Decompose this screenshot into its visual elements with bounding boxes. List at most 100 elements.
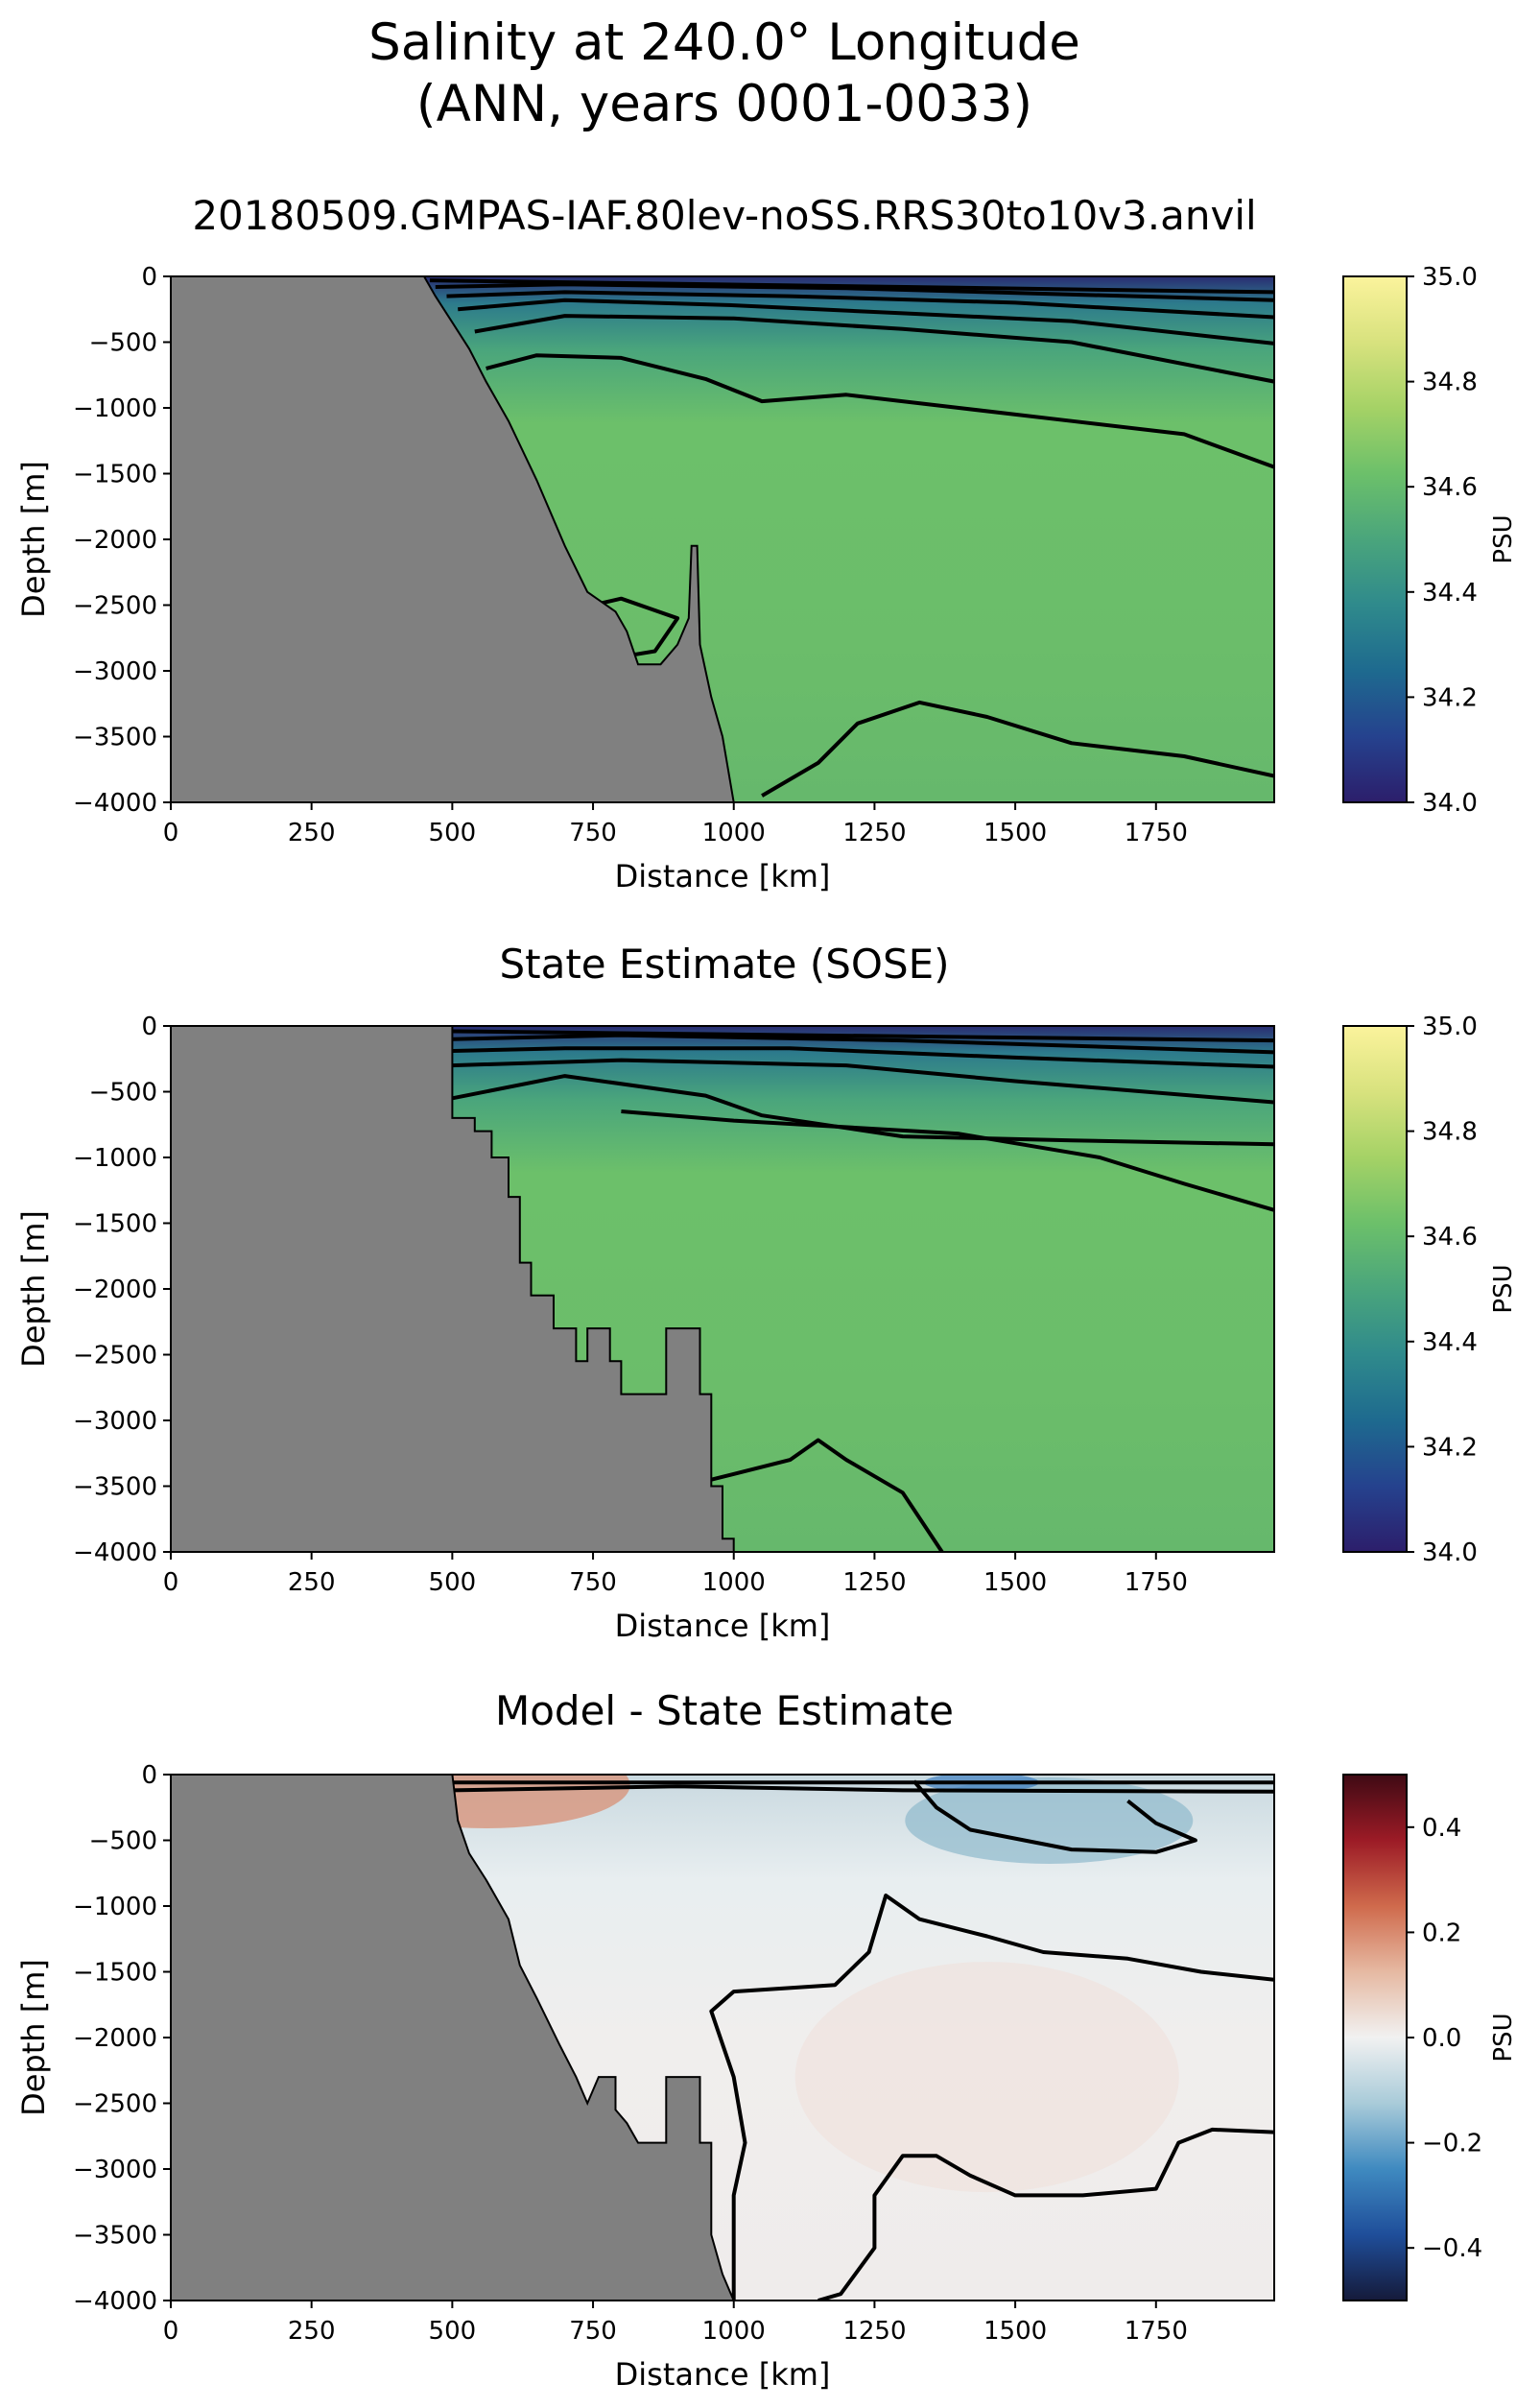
contour-line <box>452 1074 1274 1147</box>
bathymetry-land <box>171 1026 735 1552</box>
x-tick-label: 1000 <box>702 819 766 847</box>
panel-1-title: 20180509.GMPAS-IAF.80lev-noSS.RRS30to10v… <box>192 192 1257 239</box>
y-tick-label: −3000 <box>73 1407 157 1436</box>
contour-line <box>710 1438 944 1552</box>
y-tick-label: −500 <box>89 329 157 358</box>
x-tick-label: 0 <box>163 1568 179 1597</box>
x-tick-label: 500 <box>429 819 477 847</box>
x-tick-label: 1750 <box>1125 2317 1188 2346</box>
x-tick-label: 750 <box>569 2317 617 2346</box>
colorbar-tick-label: 34.2 <box>1422 1433 1478 1462</box>
y-tick-label: −2000 <box>73 1276 157 1304</box>
bathymetry-land <box>171 1775 735 2301</box>
y-tick-label: −500 <box>89 1079 157 1108</box>
y-tick-label: −3500 <box>73 2222 157 2251</box>
anomaly-patch <box>794 1962 1179 2193</box>
colorbar-label: PSU <box>1489 2013 1518 2062</box>
x-tick-label: 0 <box>163 2317 179 2346</box>
salinity-difference-panel: 0 250 500 750 1000 1250 1500 1750 0 −500 −1000 −150… <box>15 1761 1518 2393</box>
colorbar-tick-label: 0.2 <box>1422 1919 1461 1947</box>
x-tick-label: 1500 <box>983 1568 1047 1597</box>
y-tick-label: −3000 <box>73 657 157 686</box>
x-tick-label: 500 <box>429 2317 477 2346</box>
x-axis-label: Distance [km] <box>615 858 831 894</box>
y-tick-label: −4000 <box>73 1538 157 1567</box>
y-tick-label: −2500 <box>73 592 157 621</box>
y-tick-label: −1500 <box>73 1210 157 1239</box>
x-tick-label: 1000 <box>702 1568 766 1597</box>
y-tick-label: −1500 <box>73 1959 157 1988</box>
colorbar-tick-label: 35.0 <box>1422 1013 1478 1041</box>
x-tick-label: 1750 <box>1125 1568 1188 1597</box>
y-tick-label: −3000 <box>73 2156 157 2184</box>
x-tick-label: 750 <box>569 1568 617 1597</box>
x-tick-label: 1750 <box>1125 819 1188 847</box>
colorbar-tick-label: 34.2 <box>1422 683 1478 712</box>
panel-2-title: State Estimate (SOSE) <box>499 941 950 988</box>
panel-3-title: Model - State Estimate <box>495 1687 954 1734</box>
y-axis-label: Depth [m] <box>15 1959 52 2116</box>
colorbar-tick-label: 34.8 <box>1422 1118 1478 1147</box>
x-tick-label: 1250 <box>842 1568 906 1597</box>
figure-title-line-2: (ANN, years 0001-0033) <box>415 75 1033 133</box>
y-tick-label: −1500 <box>73 461 157 489</box>
contour-line <box>474 314 1274 384</box>
y-tick-label: 0 <box>141 1013 157 1041</box>
colorbar-tick-label: 0.4 <box>1422 1814 1461 1843</box>
contour-line <box>429 278 1274 295</box>
contour-line <box>817 2127 1274 2301</box>
x-tick-label: 1250 <box>842 819 906 847</box>
figure-title-line-1: Salinity at 240.0° Longitude <box>368 13 1080 72</box>
y-tick-label: −1000 <box>73 1144 157 1173</box>
y-axis-label: Depth [m] <box>15 461 52 618</box>
colorbar-tick-label: −0.2 <box>1422 2130 1482 2158</box>
y-tick-label: −4000 <box>73 2287 157 2316</box>
x-tick-label: 250 <box>288 1568 336 1597</box>
contour-line <box>435 282 1274 302</box>
y-tick-label: −500 <box>89 1827 157 1856</box>
contour-line <box>709 1894 1274 2301</box>
x-axis-label: Distance [km] <box>615 1608 831 1644</box>
contour-line <box>912 1779 1197 1854</box>
colorbar-tick-label: 35.0 <box>1422 263 1478 292</box>
x-axis-label: Distance [km] <box>615 2356 831 2393</box>
y-tick-label: 0 <box>141 263 157 292</box>
colorbar <box>1342 1774 1408 2301</box>
colorbar-tick-label: 0.0 <box>1422 2024 1461 2053</box>
y-tick-label: −3500 <box>73 724 157 752</box>
contour-line <box>458 298 1274 346</box>
colorbar <box>1342 1025 1408 1553</box>
y-tick-label: −4000 <box>73 789 157 818</box>
salinity-sose-panel: 0 250 500 750 1000 1250 1500 1750 0 −500 −1000 −150… <box>15 1013 1518 1644</box>
contour-line <box>452 1046 1274 1069</box>
y-axis-label: Depth [m] <box>15 1210 52 1368</box>
colorbar-label: PSU <box>1489 1264 1518 1313</box>
colorbar-tick-label: 34.0 <box>1422 789 1478 818</box>
y-tick-label: −2500 <box>73 1342 157 1371</box>
contour-line <box>761 700 1274 798</box>
x-tick-label: 1500 <box>983 2317 1047 2346</box>
contour-line <box>452 1784 1274 1794</box>
x-tick-label: 1500 <box>983 819 1047 847</box>
colorbar-tick-label: 34.4 <box>1422 1328 1478 1357</box>
contour-line <box>446 290 1274 320</box>
y-tick-label: −1000 <box>73 1893 157 1921</box>
bathymetry-land <box>171 276 735 802</box>
colorbar-label: PSU <box>1489 514 1518 563</box>
x-tick-label: 250 <box>288 2317 336 2346</box>
colorbar-tick-label: 34.6 <box>1422 473 1478 502</box>
contour-line <box>486 353 1274 469</box>
x-tick-label: 1000 <box>702 2317 766 2346</box>
anomaly-patch <box>905 1776 1194 1864</box>
y-tick-label: 0 <box>141 1761 157 1790</box>
y-tick-label: −2500 <box>73 2090 157 2119</box>
colorbar-tick-label: 34.0 <box>1422 1538 1478 1567</box>
colorbar-tick-label: 34.4 <box>1422 579 1478 608</box>
y-tick-label: −2000 <box>73 2024 157 2053</box>
x-tick-label: 0 <box>163 819 179 847</box>
x-tick-label: 250 <box>288 819 336 847</box>
y-tick-label: −3500 <box>73 1473 157 1502</box>
y-tick-label: −1000 <box>73 394 157 423</box>
colorbar-tick-label: 34.6 <box>1422 1223 1478 1252</box>
